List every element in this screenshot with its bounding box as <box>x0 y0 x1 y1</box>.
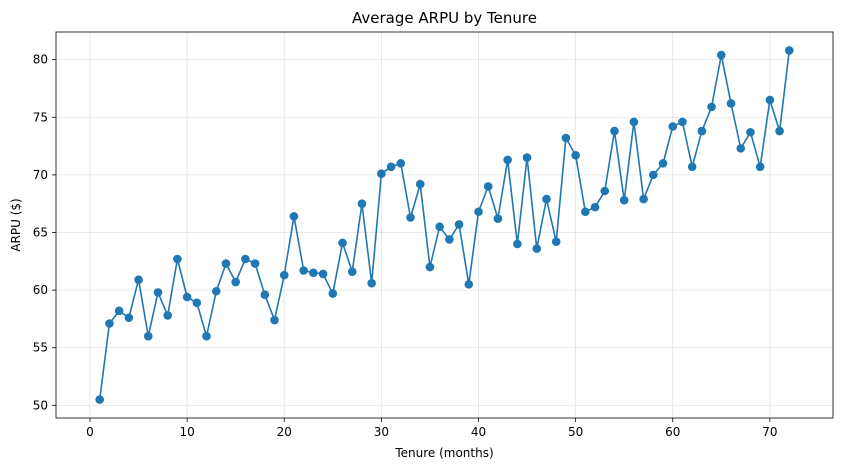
grid-layer <box>56 32 833 418</box>
data-point <box>95 395 105 404</box>
data-point <box>454 220 464 229</box>
data-point <box>211 286 221 296</box>
data-point <box>464 280 474 289</box>
y-tick-label: 70 <box>33 168 48 182</box>
x-tick-label: 50 <box>568 425 583 439</box>
data-point <box>717 50 726 60</box>
data-point <box>221 259 231 268</box>
chart-title: Average ARPU by Tenure <box>352 9 537 27</box>
data-point <box>629 117 639 127</box>
data-point <box>775 126 784 136</box>
data-point <box>571 150 580 160</box>
data-point <box>270 315 279 325</box>
data-point <box>697 126 707 136</box>
y-tick-label: 75 <box>33 110 48 124</box>
data-point <box>406 213 415 222</box>
data-point <box>367 278 376 288</box>
tick-layer: 0 10 20 30 40 50 60 70 50 55 60 65 70 75 80 <box>33 53 778 439</box>
x-tick-label: 70 <box>762 425 777 439</box>
x-tick-label: 20 <box>277 425 292 439</box>
data-point <box>532 244 542 253</box>
x-tick-label: 40 <box>471 425 486 439</box>
data-point <box>726 99 736 108</box>
data-point <box>784 46 794 55</box>
data-point <box>347 267 357 276</box>
y-tick-label: 55 <box>33 341 48 355</box>
data-point <box>551 237 561 247</box>
data-point <box>134 275 143 285</box>
data-point <box>386 162 396 172</box>
data-point <box>736 144 746 153</box>
data-point <box>289 212 299 221</box>
y-tick-label: 80 <box>33 53 48 67</box>
data-point <box>241 254 250 264</box>
x-tick-label: 10 <box>179 425 194 439</box>
x-tick-label: 30 <box>374 425 389 439</box>
x-axis-label: Tenure (months) <box>394 446 493 460</box>
data-point <box>114 306 124 316</box>
data-point <box>143 331 153 341</box>
x-tick-label: 0 <box>86 425 94 439</box>
data-point <box>328 289 338 298</box>
data-point <box>309 268 318 278</box>
data-point <box>415 179 425 189</box>
data-point <box>668 122 678 131</box>
data-point <box>279 270 289 280</box>
data-point <box>182 292 192 302</box>
data-point <box>260 290 270 300</box>
data-point <box>649 170 658 180</box>
y-tick-label: 65 <box>33 225 48 239</box>
data-point <box>600 186 610 196</box>
data-point <box>513 239 522 249</box>
data-point <box>503 155 512 165</box>
data-point <box>581 207 590 217</box>
data-point <box>746 127 755 137</box>
data-point <box>639 194 648 204</box>
data-point <box>231 277 240 287</box>
data-point <box>357 199 367 208</box>
data-point <box>445 235 454 244</box>
data-point <box>396 159 406 168</box>
x-tick-label: 60 <box>665 425 680 439</box>
data-point <box>192 298 202 308</box>
data-point <box>522 153 532 162</box>
y-tick-label: 60 <box>33 283 48 297</box>
series-line <box>98 50 791 400</box>
data-point <box>658 159 668 168</box>
data-point <box>561 133 571 143</box>
y-axis-label: ARPU ($) <box>9 198 23 251</box>
data-point <box>707 102 716 112</box>
data-point <box>493 214 503 223</box>
data-point <box>755 162 765 172</box>
data-point <box>202 331 211 341</box>
data-point <box>173 254 182 264</box>
data-point <box>610 126 619 136</box>
data-point <box>425 262 435 272</box>
data-point <box>377 169 386 179</box>
data-point <box>435 222 444 232</box>
data-point <box>105 319 114 328</box>
data-point <box>299 266 308 275</box>
data-point <box>542 194 551 204</box>
data-point <box>687 162 697 172</box>
data-point <box>483 182 493 191</box>
data-point <box>163 311 172 320</box>
data-point <box>153 288 163 297</box>
y-tick-label: 50 <box>33 398 48 412</box>
data-point <box>678 117 687 127</box>
data-point <box>590 202 600 212</box>
data-point <box>318 269 328 279</box>
data-point <box>250 259 260 268</box>
series-layer <box>95 46 794 404</box>
plot-frame <box>55 31 834 419</box>
data-point <box>474 207 483 217</box>
data-point <box>124 313 134 323</box>
data-point <box>619 195 629 205</box>
data-point <box>765 95 775 105</box>
data-point <box>338 238 347 248</box>
